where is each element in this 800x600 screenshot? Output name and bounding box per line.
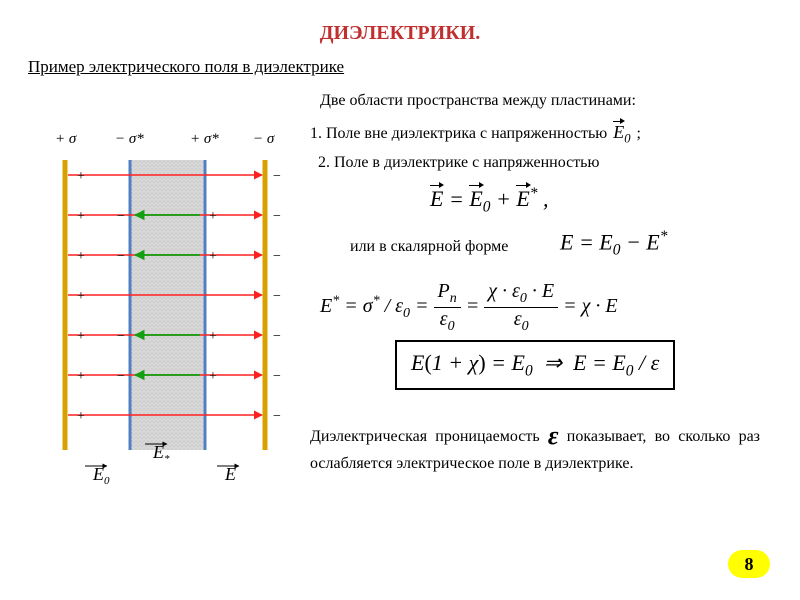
svg-text:+: + xyxy=(77,209,85,224)
title-text: ДИЭЛЕКТРИКИ. xyxy=(320,22,481,44)
desc-line-3: 2. Поле в диэлектрике с напряженностью xyxy=(318,154,599,172)
page-title: ДИЭЛЕКТРИКИ. xyxy=(0,0,800,45)
svg-text:−: − xyxy=(273,169,281,184)
page-number: 8 xyxy=(745,554,754,575)
svg-text:−: − xyxy=(117,369,125,384)
svg-text:−: − xyxy=(273,289,281,304)
formula-boxed: E(1 + χ) = E0 ⇒ E = E0 / ε xyxy=(395,340,675,390)
svg-text:−: − xyxy=(273,329,281,344)
svg-text:+: + xyxy=(77,329,85,344)
svg-text:−: − xyxy=(117,329,125,344)
formula-scalar: E = E0 − E* xyxy=(560,228,667,260)
svg-text:+ σ*: + σ* xyxy=(190,131,219,147)
bottom-a: Диэлектрическая проницаемость xyxy=(310,428,548,445)
svg-text:+: + xyxy=(77,289,85,304)
svg-text:−: − xyxy=(117,249,125,264)
desc-line-1: Две области пространства между пластинам… xyxy=(320,92,636,110)
svg-text:+: + xyxy=(209,369,217,384)
desc-line-2: 1. Поле вне диэлектрика с напряженностью… xyxy=(310,122,641,147)
svg-text:+ σ: + σ xyxy=(55,131,77,147)
svg-text:+: + xyxy=(209,329,217,344)
svg-text:−: − xyxy=(117,209,125,224)
svg-text:E: E xyxy=(224,464,236,484)
svg-text:−: − xyxy=(273,209,281,224)
svg-text:−: − xyxy=(273,409,281,424)
epsilon-symbol: ε xyxy=(548,421,559,450)
page-number-badge: 8 xyxy=(728,550,770,578)
line2-text: 1. Поле вне диэлектрика с напряженностью xyxy=(310,125,607,142)
svg-text:−: − xyxy=(273,249,281,264)
svg-text:+: + xyxy=(77,249,85,264)
svg-text:− σ*: − σ* xyxy=(115,131,144,147)
svg-text:− σ: − σ xyxy=(253,131,275,147)
line2-semicolon: ; xyxy=(637,125,641,142)
svg-text:+: + xyxy=(77,409,85,424)
capacitor-diagram: +−+−−++−−++−+−−++−−++−+ σ− σ*+ σ*− σE0E*… xyxy=(35,120,295,500)
formula-vector-sum: E = E0 + E* , xyxy=(430,185,548,217)
formula-chain: E* = σ* / ε0 = Pnε0 = χ · ε0 · Eε0 = χ ·… xyxy=(320,280,618,335)
svg-text:+: + xyxy=(209,209,217,224)
svg-text:+: + xyxy=(77,369,85,384)
svg-text:E0: E0 xyxy=(92,464,110,487)
svg-text:+: + xyxy=(77,169,85,184)
e0-vector-symbol: E0 xyxy=(613,122,630,142)
svg-text:−: − xyxy=(273,369,281,384)
subtitle: Пример электрического поля в диэлектрике xyxy=(0,45,800,77)
scalar-label: или в скалярной форме xyxy=(350,238,508,256)
bottom-paragraph: Диэлектрическая проницаемость ε показыва… xyxy=(310,418,760,475)
svg-text:+: + xyxy=(209,249,217,264)
